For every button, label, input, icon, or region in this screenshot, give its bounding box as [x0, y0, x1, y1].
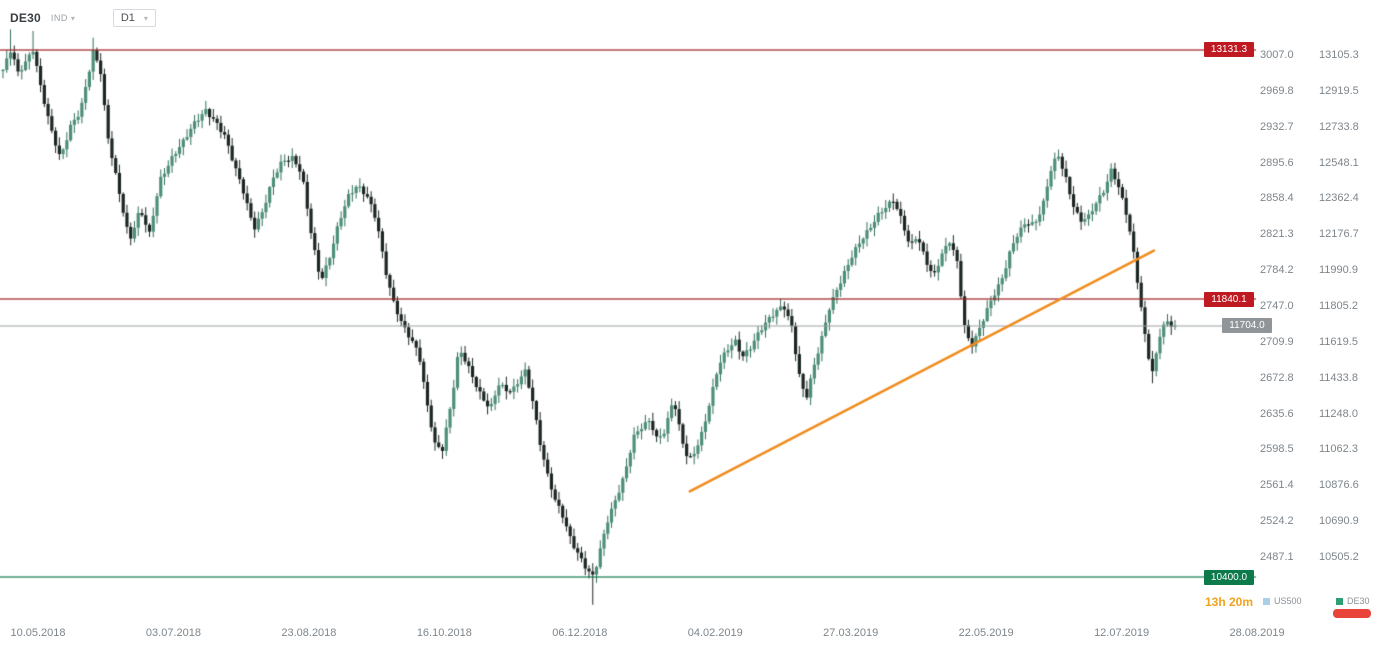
legend-item-us500[interactable]: US500 — [1263, 596, 1302, 606]
x-axis-date-label: 12.07.2019 — [1094, 627, 1150, 639]
y-axis-label-de30: 11805.2 — [1319, 300, 1358, 312]
x-axis-date-label: 10.05.2018 — [10, 627, 66, 639]
y-axis-label-de30: 10505.2 — [1319, 551, 1359, 563]
y-axis-label-de30: 12548.1 — [1319, 156, 1359, 169]
y-axis-label-us500: 2709.9 — [1260, 335, 1294, 348]
y-axis-label-de30: 11248.0 — [1319, 407, 1358, 420]
y-axis-label-de30: 12733.8 — [1319, 120, 1359, 133]
y-axis-label-de30: 10690.9 — [1319, 515, 1359, 528]
y-axis-label-de30: 11990.9 — [1319, 264, 1358, 277]
instrument-type-label[interactable]: IND — [50, 13, 68, 23]
chevron-down-icon: ▾ — [143, 13, 148, 23]
x-axis-date-label: 06.12.2018 — [552, 627, 608, 639]
y-axis-label-de30: 10876.6 — [1319, 479, 1359, 492]
y-axis-label-de30: 11062.3 — [1319, 443, 1358, 456]
resistance-price-badge: 13131.3 — [1204, 42, 1254, 58]
timeframe-dropdown[interactable]: D1 ▾ — [112, 9, 156, 27]
x-axis-date-label: 28.08.2019 — [1229, 627, 1285, 639]
x-axis-date-label: 03.07.2018 — [145, 627, 201, 639]
candle-countdown-timer: 13h 20m — [1204, 595, 1253, 609]
y-axis-label-us500: 2672.8 — [1260, 371, 1294, 384]
timeframe-value: D1 — [120, 12, 135, 24]
current-price-badge: 11704.0 — [1222, 318, 1272, 334]
y-axis-label-us500: 2895.6 — [1260, 156, 1294, 169]
y-axis-label-us500: 2598.5 — [1260, 443, 1294, 456]
y-axis-label-de30: 13105.3 — [1319, 49, 1359, 61]
y-axis-label-us500: 2784.2 — [1260, 264, 1294, 277]
y-axis-label-de30: 12919.5 — [1319, 84, 1359, 97]
y-axis-label-us500: 2858.4 — [1260, 192, 1294, 205]
x-axis-date-label: 04.02.2019 — [687, 627, 743, 639]
x-axis-date-label: 16.10.2018 — [416, 627, 472, 639]
y-axis-label-us500: 3007.0 — [1260, 49, 1294, 61]
y-axis-label-de30: 12362.4 — [1319, 192, 1359, 205]
y-axis-label-us500: 2932.7 — [1260, 120, 1294, 133]
legend-label: DE30 — [1347, 596, 1370, 606]
red-indicator-pill — [1333, 609, 1371, 618]
chevron-down-icon[interactable]: ▾ — [70, 13, 75, 23]
y-axis-label-us500: 2635.6 — [1260, 407, 1294, 420]
x-axis-date-label: 27.03.2019 — [823, 627, 879, 639]
legend-color-square-icon — [1263, 597, 1270, 605]
y-axis-label-de30: 11619.5 — [1319, 335, 1358, 348]
support-price-badge: 10400.0 — [1204, 569, 1254, 585]
resistance-price-badge: 11840.1 — [1204, 291, 1254, 307]
y-axis-label-us500: 2969.8 — [1260, 84, 1294, 97]
legend-color-square-icon — [1336, 597, 1343, 605]
symbol-label[interactable]: DE30 — [10, 11, 41, 25]
legend-item-de30[interactable]: DE30 — [1336, 596, 1370, 606]
y-axis-label-us500: 2524.2 — [1260, 515, 1294, 528]
y-axis-label-us500: 2821.3 — [1260, 228, 1294, 241]
x-axis-date-label: 23.08.2018 — [281, 627, 337, 639]
y-axis-label-us500: 2747.0 — [1260, 300, 1294, 312]
y-axis-label-de30: 12176.7 — [1319, 228, 1359, 241]
chart-header: DE30 IND ▾ D1 ▾ — [10, 9, 156, 27]
x-axis-date-label: 22.05.2019 — [958, 627, 1014, 639]
y-axis-label-de30: 11433.8 — [1319, 371, 1358, 384]
legend-label: US500 — [1274, 596, 1302, 606]
y-axis-label-us500: 2561.4 — [1260, 479, 1294, 492]
y-axis-label-us500: 2487.1 — [1260, 551, 1294, 563]
